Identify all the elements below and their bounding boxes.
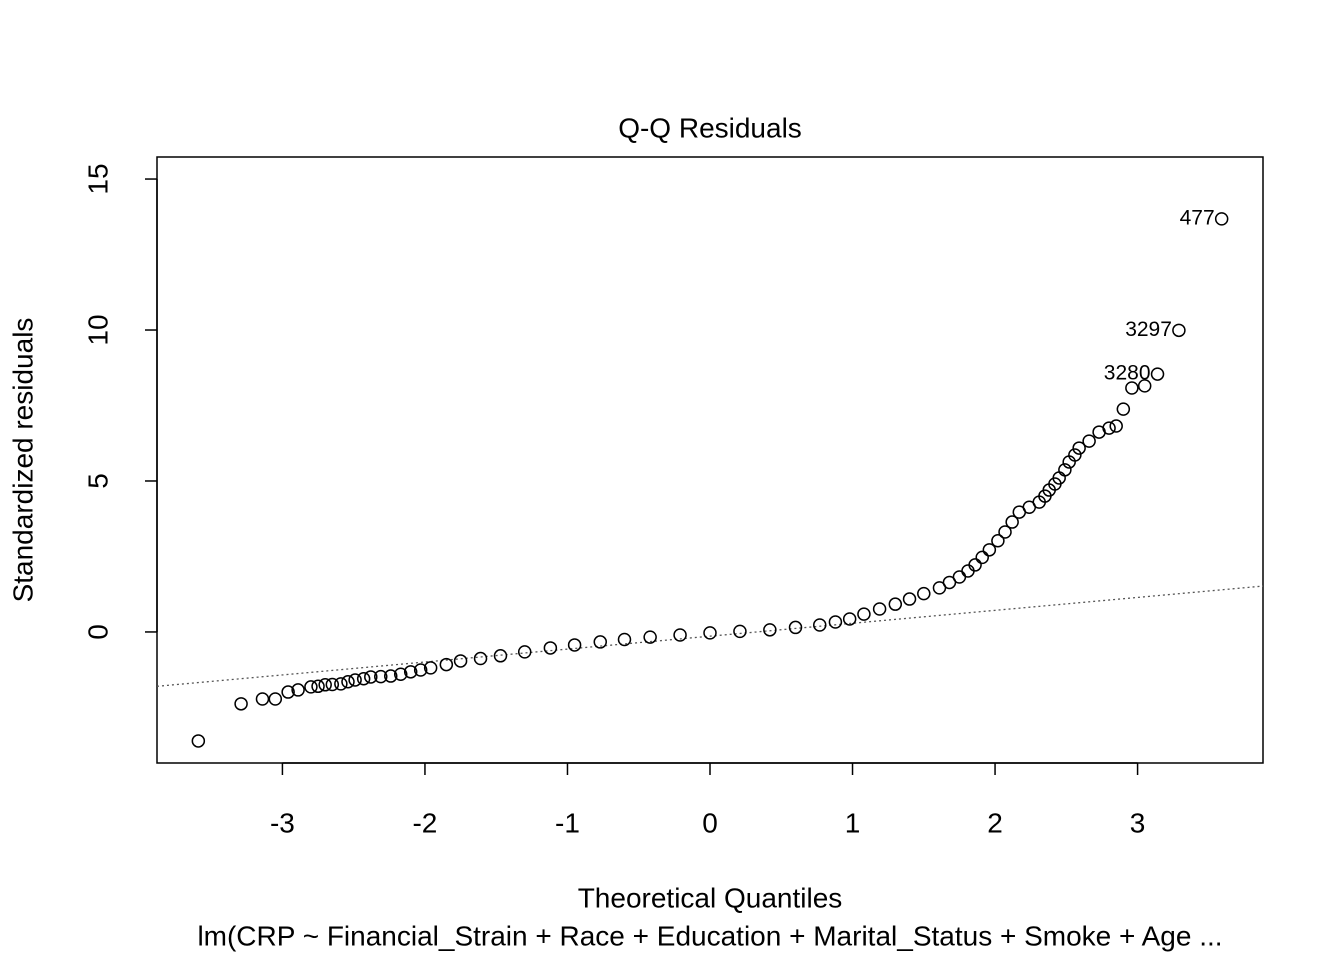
point — [828, 615, 843, 629]
point — [318, 678, 332, 692]
point — [593, 635, 608, 649]
subtitle: lm(CRP ~ Financial_Strain + Race + Educa… — [197, 920, 1222, 951]
point — [304, 680, 318, 694]
point — [453, 654, 468, 668]
x-tick-label: -3 — [270, 807, 295, 838]
point — [1109, 419, 1123, 433]
point — [364, 670, 378, 684]
point — [1072, 441, 1086, 455]
point — [812, 618, 827, 632]
point — [234, 697, 248, 711]
point — [413, 663, 428, 677]
point — [1102, 421, 1116, 435]
reference-line — [156, 585, 1264, 687]
point — [872, 602, 887, 616]
point — [567, 638, 582, 652]
point — [517, 645, 532, 659]
point — [291, 683, 305, 697]
point — [788, 620, 803, 635]
point — [975, 550, 989, 565]
point — [341, 675, 355, 689]
point — [952, 570, 967, 584]
x-tick-label: 3 — [1130, 807, 1146, 838]
point — [643, 630, 657, 644]
point — [403, 665, 418, 679]
point — [1150, 367, 1165, 381]
point — [493, 649, 508, 663]
point — [1125, 381, 1139, 395]
point — [473, 651, 488, 666]
point — [1172, 323, 1186, 338]
plot-frame — [156, 156, 1264, 764]
point — [334, 677, 348, 691]
point — [543, 641, 558, 655]
point — [1068, 448, 1082, 462]
point — [423, 661, 438, 675]
point-label: 3280 — [1104, 362, 1151, 385]
point — [1058, 463, 1072, 477]
y-tick-label: 5 — [82, 473, 113, 489]
point — [393, 667, 408, 681]
point — [255, 692, 270, 706]
point-label: 3297 — [1125, 318, 1172, 341]
x-axis-label: Theoretical Quantiles — [578, 882, 843, 913]
point — [311, 679, 325, 694]
point — [617, 632, 632, 647]
y-tick-label: 15 — [82, 163, 113, 194]
point — [888, 597, 903, 611]
x-tick-label: 2 — [987, 807, 1003, 838]
point — [968, 558, 982, 572]
point — [383, 669, 398, 683]
point — [998, 525, 1012, 539]
point — [842, 612, 857, 626]
point — [374, 669, 388, 684]
y-tick-label: 10 — [82, 314, 113, 345]
point — [268, 692, 283, 706]
point — [325, 677, 340, 692]
point — [733, 624, 747, 639]
point — [348, 673, 362, 687]
point — [673, 628, 687, 642]
point — [1082, 434, 1096, 448]
point — [1005, 515, 1019, 529]
x-tick-label: -1 — [555, 807, 580, 838]
point — [703, 626, 717, 640]
point — [1137, 379, 1152, 393]
point — [902, 592, 917, 606]
chart-title: Q-Q Residuals — [618, 112, 802, 143]
point — [281, 685, 295, 699]
point — [917, 586, 931, 601]
point — [763, 623, 777, 637]
x-tick-label: -2 — [412, 807, 437, 838]
point — [1116, 402, 1131, 416]
point — [857, 607, 871, 621]
y-tick-label: 0 — [82, 624, 113, 640]
point — [1214, 212, 1229, 226]
x-tick-label: 1 — [845, 807, 861, 838]
x-tick-label: 0 — [702, 807, 718, 838]
point — [439, 657, 454, 672]
point — [191, 734, 206, 748]
y-axis-label: Standardized residuals — [7, 318, 38, 603]
point — [356, 672, 371, 686]
point-label: 477 — [1180, 206, 1215, 229]
point — [991, 534, 1005, 548]
point — [982, 543, 997, 557]
